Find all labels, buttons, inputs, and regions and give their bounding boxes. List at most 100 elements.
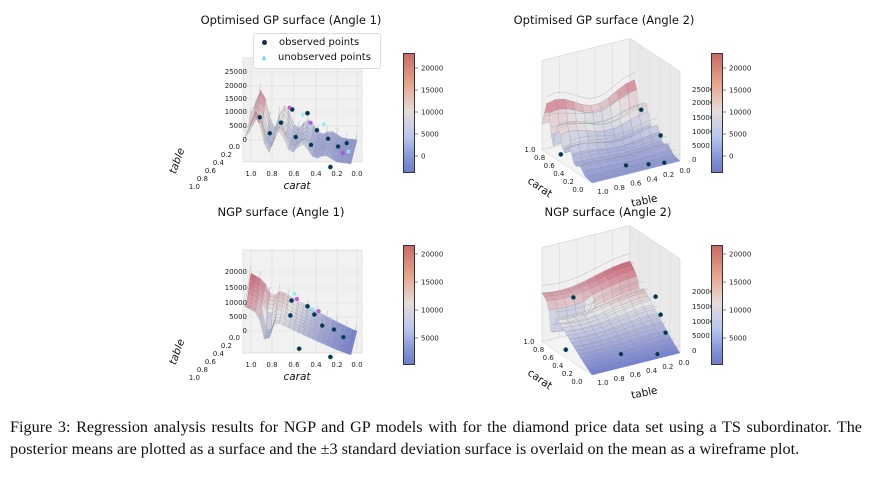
panel-title-gp-angle2: Optimised GP surface (Angle 2) bbox=[513, 13, 695, 27]
wireframe-line bbox=[560, 104, 649, 129]
observed-point bbox=[287, 312, 293, 318]
surface-facet bbox=[571, 341, 583, 348]
wireframe-line bbox=[273, 284, 281, 317]
observed-point bbox=[344, 140, 350, 146]
z-tick-label: 20000 bbox=[225, 268, 247, 276]
x-tick-label: 1.0 bbox=[523, 338, 534, 346]
z-tick-label: 10000 bbox=[692, 318, 714, 326]
x-tick-label: 1.0 bbox=[524, 146, 535, 154]
figure-caption: Figure 3: Regression analysis results fo… bbox=[10, 418, 862, 458]
figure-plots: 1.0 0.8 0.6 0.4 0.2 0.00500010000150002000025… bbox=[167, 37, 751, 400]
colorbar-tick-label: 5000 bbox=[421, 335, 439, 343]
wireframe-line bbox=[546, 262, 635, 294]
legend-item-unobserved: unobserved points bbox=[262, 52, 371, 63]
wireframe-line bbox=[564, 123, 653, 147]
surface-facet bbox=[322, 150, 329, 154]
colorbar-tick-label: 0 bbox=[421, 153, 425, 161]
wireframe-line bbox=[321, 309, 329, 337]
wireframe-line bbox=[264, 111, 271, 137]
z-tick-label: 5000 bbox=[229, 122, 247, 130]
wireframe-line bbox=[283, 288, 290, 319]
wireframe-line bbox=[254, 83, 261, 111]
surface-facet bbox=[573, 160, 586, 167]
x-tick-label: 0.6 bbox=[543, 354, 555, 362]
observed-point bbox=[325, 136, 331, 142]
x-tick-label: 0.8 bbox=[266, 170, 277, 178]
surface-plot-ngp-angle1 bbox=[242, 249, 363, 360]
z-tick-label: 5000 bbox=[692, 332, 710, 340]
y-axis-label: table bbox=[167, 146, 187, 175]
x-tick-label: 0.0 bbox=[571, 378, 582, 386]
surface-facet bbox=[575, 348, 588, 355]
unobserved-point bbox=[346, 149, 351, 154]
surface-facet bbox=[589, 178, 602, 184]
x-tick-label: 0.2 bbox=[562, 370, 573, 378]
observed-point bbox=[618, 351, 624, 357]
observed-point bbox=[623, 162, 629, 168]
surface-facet bbox=[244, 305, 251, 310]
observed-point bbox=[340, 334, 346, 340]
unobserved-point bbox=[310, 307, 315, 312]
wireframe-line bbox=[560, 288, 649, 317]
colorbar-tick-label: 15000 bbox=[729, 279, 751, 287]
x-tick-label: 0.8 bbox=[266, 361, 277, 369]
panel-title-gp-angle1: Optimised GP surface (Angle 1) bbox=[200, 13, 382, 27]
colorbar-tick-label: 10000 bbox=[421, 109, 443, 117]
observed-point bbox=[331, 327, 337, 333]
colorbar-tick-label: 15000 bbox=[421, 87, 443, 95]
wireframe-line bbox=[341, 319, 348, 345]
x-tick-label: 0.8 bbox=[533, 346, 544, 354]
wireframe-line bbox=[591, 153, 681, 177]
wireframe-line bbox=[582, 330, 671, 355]
y-tick-label: 0.2 bbox=[221, 151, 232, 159]
y-tick-label: 0.0 bbox=[229, 143, 240, 151]
wireframe-line bbox=[321, 124, 329, 150]
unobserved-point-marker-icon bbox=[262, 55, 266, 60]
z-tick-label: 15000 bbox=[225, 284, 247, 292]
colorbar-tick-label: 5000 bbox=[729, 131, 747, 139]
y-tick-label: 0.0 bbox=[229, 334, 240, 342]
wireframe-line bbox=[546, 72, 635, 99]
wireframe-line bbox=[254, 271, 261, 305]
surface-plot-gp-angle1 bbox=[242, 57, 363, 170]
x-tick-label: 0.4 bbox=[310, 170, 322, 178]
surface-facet bbox=[345, 160, 352, 165]
observed-point bbox=[305, 303, 311, 309]
colorbar-gp-angle1 bbox=[403, 53, 415, 173]
surface-facet bbox=[557, 318, 570, 325]
surface-facet bbox=[559, 322, 572, 329]
z-tick-label: 10000 bbox=[225, 299, 247, 307]
z-tick-label: 20000 bbox=[692, 99, 714, 107]
observed-point bbox=[289, 298, 295, 304]
x-tick-label: 1.0 bbox=[245, 361, 256, 369]
legend-label: observed points bbox=[279, 37, 360, 48]
observed-point bbox=[296, 346, 302, 352]
observed-point bbox=[570, 294, 576, 300]
colorbar-gp-angle2 bbox=[711, 53, 723, 173]
unobserved-point bbox=[300, 112, 305, 117]
z-tick-label: 20000 bbox=[692, 288, 714, 296]
wireframe-line bbox=[541, 253, 631, 286]
surface-plot-gp-angle2 bbox=[541, 37, 681, 184]
x-tick-label: 1.0 bbox=[245, 170, 256, 178]
wireframe-line bbox=[283, 105, 290, 131]
y-tick-label: 0.2 bbox=[662, 363, 673, 371]
colorbar-ngp-angle1 bbox=[403, 245, 415, 365]
x-tick-label: 0.4 bbox=[553, 170, 565, 178]
z-tick-label: 10000 bbox=[225, 108, 247, 116]
y-tick-label: 1.0 bbox=[597, 379, 608, 387]
z-tick-label: 25000 bbox=[692, 86, 714, 94]
x-tick-label: 0.2 bbox=[331, 170, 342, 178]
y-tick-label: 1.0 bbox=[189, 183, 200, 191]
surface-facet bbox=[327, 131, 334, 135]
x-tick-label: 0.2 bbox=[331, 361, 342, 369]
surface-facet bbox=[321, 153, 328, 157]
wireframe-line bbox=[273, 106, 281, 132]
colorbar-tick-label: 10000 bbox=[729, 109, 751, 117]
x-tick-label: 0.2 bbox=[563, 178, 574, 186]
colorbar-ngp-angle2 bbox=[711, 245, 723, 365]
y-tick-label: 0.4 bbox=[213, 159, 225, 167]
unobserved-point bbox=[322, 122, 326, 127]
legend: observed points unobserved points bbox=[253, 33, 381, 69]
y-tick-label: 0.2 bbox=[663, 171, 674, 179]
